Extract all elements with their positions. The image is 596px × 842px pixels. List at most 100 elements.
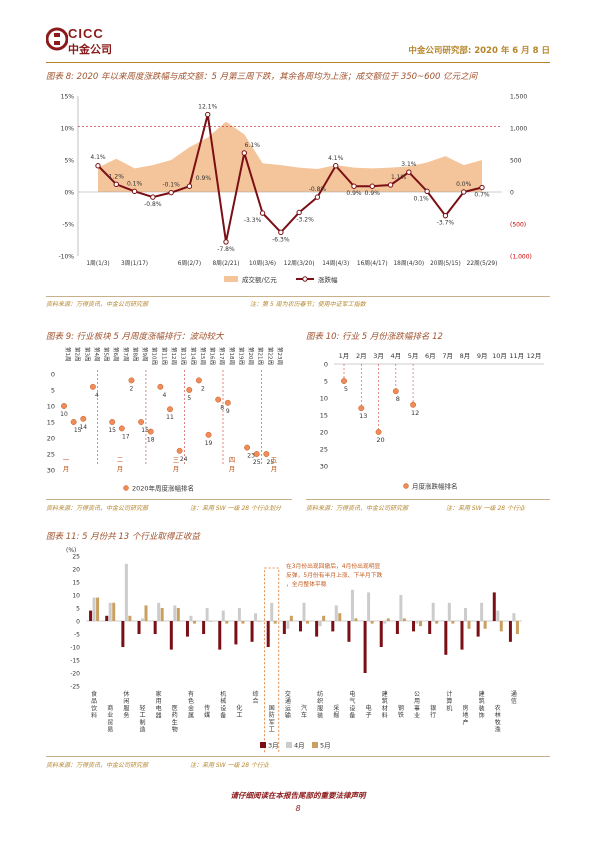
report-header: 中金公司研究部: 2020 年 6 月 8 日	[408, 46, 550, 56]
bar-4月	[431, 602, 435, 621]
bar-3月	[444, 621, 448, 655]
category-label-char: 输	[285, 712, 291, 720]
bar-4月	[221, 610, 225, 621]
category-label-char: 建	[479, 690, 485, 698]
rank-label: 11	[166, 414, 174, 421]
return-label: 3.1%	[401, 161, 417, 168]
category-label-char: 公	[414, 691, 420, 698]
return-label: -6.3%	[272, 236, 290, 243]
bar-5月	[338, 613, 342, 621]
category-label-char: 闲	[123, 697, 129, 705]
rank-label: 2	[130, 385, 134, 392]
category-label-char: 纺	[317, 690, 323, 698]
rank-point	[176, 447, 183, 454]
return-label: -0.8%	[309, 186, 327, 193]
return-point	[461, 189, 467, 195]
category-label-char: 牧	[495, 718, 501, 726]
x-label: 第3周	[83, 347, 91, 362]
bar-4月	[237, 608, 241, 621]
fig10-note: 注：采用 SW 一级 28 个行业	[446, 505, 526, 512]
y-tick: 15	[72, 580, 80, 587]
category-label-char: 汽	[301, 704, 307, 712]
header-divider	[46, 62, 550, 63]
month-group-label: 月	[117, 465, 124, 473]
y-tick: 25	[72, 554, 80, 561]
fig8-source: 资料来源：万得资讯，中金公司研究部	[46, 301, 149, 308]
bar-3月	[428, 621, 432, 634]
legend-label: 月度涨跌幅排名	[412, 482, 458, 491]
rank-point	[89, 383, 96, 390]
rank-label: 18	[147, 437, 155, 444]
category-label-char: 色	[188, 697, 194, 705]
y-right-tick: (1,000)	[510, 254, 532, 261]
category-label-char: 贸	[107, 718, 113, 726]
category-label-char: 林	[495, 711, 501, 719]
x-label: 第14周	[189, 347, 197, 365]
bar-4月	[205, 608, 209, 621]
return-label: 0.9%	[346, 190, 362, 197]
bar-3月	[363, 621, 367, 673]
y-tick: 30	[320, 463, 328, 471]
category-label-char: 事	[414, 704, 420, 712]
rank-label: 4	[162, 392, 166, 399]
rank-point	[224, 399, 231, 406]
bar-4月	[399, 595, 403, 621]
bar-4月	[173, 605, 177, 621]
annotation-text: 反弹，5月份有半月上涨、下半月下跌	[286, 571, 383, 579]
category-label-char: 合	[253, 697, 259, 705]
category-label-char: 用	[414, 698, 420, 705]
x-label: 10月	[492, 352, 507, 360]
fig10-source: 资料来源：万得资讯，中金公司研究部	[306, 505, 409, 512]
category-label-char: 服	[317, 705, 323, 712]
bar-4月	[141, 618, 145, 621]
rank-label: 8	[396, 395, 400, 403]
bar-3月	[185, 621, 189, 637]
month-group-label: 月	[63, 465, 70, 473]
category-label-char: 机	[220, 690, 226, 698]
category-label-char: 织	[317, 697, 323, 705]
return-point	[131, 188, 138, 195]
bar-4月	[480, 602, 484, 621]
x-label: 第8周	[131, 347, 139, 362]
rank-label: 15	[74, 427, 82, 434]
return-point	[314, 194, 321, 200]
y-tick: 5	[76, 606, 80, 613]
y-left-tick: -10%	[58, 254, 74, 261]
x-label: 第2周	[74, 347, 82, 362]
x-tick: 12周(3/20)	[284, 260, 315, 267]
x-tick: 16周(4/17)	[357, 260, 388, 267]
category-label-char: 算	[446, 697, 452, 705]
category-label-char: 采	[333, 704, 339, 712]
bar-3月	[250, 621, 254, 642]
return-label: 1.2%	[109, 173, 125, 180]
category-label-char: 军	[269, 719, 275, 726]
category-label-char: 用	[156, 698, 162, 705]
rank-label: 25	[253, 459, 261, 466]
category-label-char: 工	[236, 712, 242, 719]
rank-point	[263, 451, 270, 457]
rank-point	[244, 444, 251, 451]
y-tick: 20	[320, 429, 328, 437]
month-group-label: 五	[271, 456, 278, 464]
category-label-char: 工	[140, 712, 146, 719]
y-tick: 20	[47, 435, 55, 443]
category-label-char: 材	[382, 704, 388, 712]
category-label-char: 药	[172, 711, 178, 719]
category-label-char: 子	[366, 712, 372, 719]
y-left-tick: 10%	[61, 126, 75, 133]
category-label-char: 信	[511, 697, 517, 705]
return-label: -7.8%	[217, 246, 235, 253]
y-tick: -15	[70, 658, 80, 665]
category-label-char: 产	[462, 718, 468, 726]
return-label: 0.0%	[456, 181, 472, 188]
bar-4月	[254, 613, 258, 621]
category-label-char: 行	[430, 711, 436, 719]
bar-5月	[192, 621, 196, 624]
bar-3月	[315, 621, 319, 637]
legend-return: 涨跌幅	[318, 275, 338, 284]
return-label: 0.7%	[474, 192, 490, 199]
y-tick: 20	[72, 567, 80, 574]
category-label-char: 建	[382, 690, 388, 698]
legend-label: 5月	[320, 742, 331, 750]
category-label-char: 通	[285, 697, 291, 705]
